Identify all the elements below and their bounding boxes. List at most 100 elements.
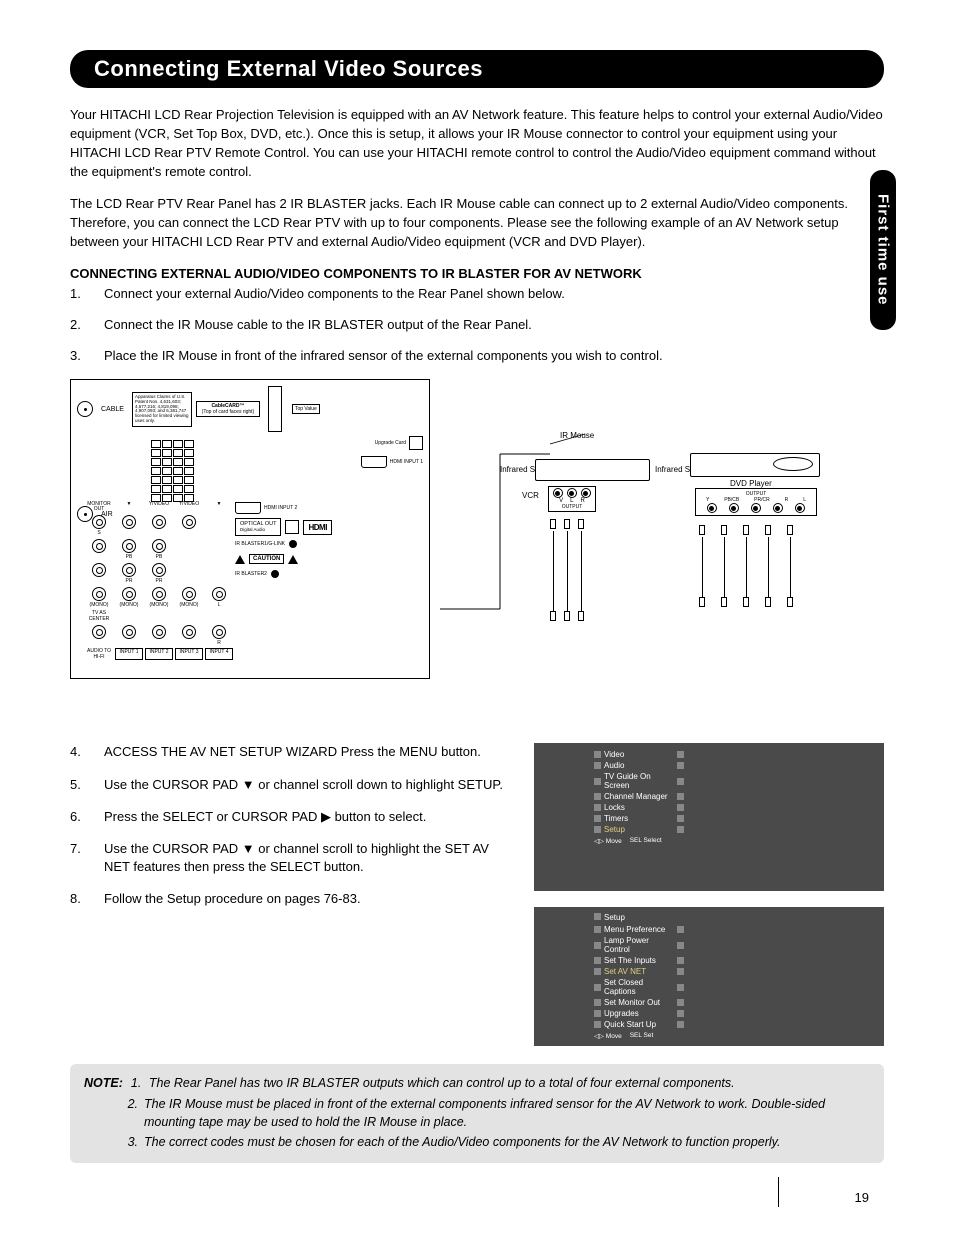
cable-connector	[77, 401, 93, 417]
cablecard-label: CableCARD™ (Top of card faces right)	[196, 401, 260, 417]
irblaster2-label: IR BLASTER2	[235, 571, 267, 577]
step-num: 2.	[70, 316, 104, 335]
irblaster1-jack	[289, 540, 297, 548]
step-num: 8.	[70, 890, 104, 908]
step-text: Follow the Setup procedure on pages 76-8…	[104, 890, 361, 908]
menu-item: Menu Preference	[604, 925, 675, 934]
warning-icon	[235, 555, 245, 564]
audio-hifi: AUDIO TO HI-FI	[85, 648, 113, 660]
top-value: Top Value	[292, 404, 320, 414]
dvd-device	[690, 453, 820, 477]
steps-bottom: 4.ACCESS THE AV NET SETUP WIZARD Press t…	[70, 743, 504, 922]
note-box: NOTE: 1. The Rear Panel has two IR BLAST…	[70, 1064, 884, 1163]
menu-item: Lamp Power Control	[604, 936, 675, 954]
hdmi2-label: HDMI INPUT 2	[264, 505, 297, 511]
note-text: The Rear Panel has two IR BLASTER output…	[149, 1074, 735, 1092]
side-tab: First time use	[870, 170, 896, 330]
menu-item: Audio	[604, 761, 675, 770]
upgrade-label: Upgrade Card	[375, 440, 406, 446]
step-6: 6.Press the SELECT or CURSOR PAD ▶ butto…	[70, 808, 504, 826]
col-head: Y/VIDEO	[175, 502, 203, 512]
step-text: ACCESS THE AV NET SETUP WIZARD Press the…	[104, 743, 481, 761]
menu-1: Video Audio TV Guide On Screen Channel M…	[534, 743, 884, 891]
paragraph-2: The LCD Rear PTV Rear Panel has 2 IR BLA…	[70, 195, 884, 252]
rear-panel: CABLE Apparatus Claims of U.S. Patent No…	[70, 379, 430, 679]
optical-port	[285, 520, 299, 534]
note-num: 1.	[131, 1074, 149, 1092]
menu-item: Locks	[604, 803, 675, 812]
hdmi-2-conn	[235, 502, 261, 514]
paragraph-1: Your HITACHI LCD Rear Projection Televis…	[70, 106, 884, 181]
cablecard-slot	[268, 386, 282, 432]
step-text: Connect the IR Mouse cable to the IR BLA…	[104, 316, 532, 335]
menu-screenshots: Video Audio TV Guide On Screen Channel M…	[534, 743, 884, 1046]
note-label: NOTE:	[84, 1074, 123, 1092]
note-num: 2.	[84, 1095, 144, 1131]
external-devices: IR Mouse Infrared Sensor VCR V L R OUTPU…	[440, 379, 884, 719]
hdmi-1-conn	[361, 456, 387, 468]
menu-item: Set The Inputs	[604, 956, 675, 965]
irblaster2-jack	[271, 570, 279, 578]
menu-item: Set Monitor Out	[604, 998, 675, 1007]
patent-text: Apparatus Claims of U.S. Patent Nos. 4,6…	[132, 392, 192, 428]
step-text: Connect your external Audio/Video compon…	[104, 285, 565, 304]
menu-item: Upgrades	[604, 1009, 675, 1018]
optical-label: OPTICAL OUT Digital Audio	[235, 518, 281, 536]
page-number: 19	[855, 1190, 869, 1205]
menu-item-hl: Set AV NET	[604, 967, 675, 976]
menu-item: Set Closed Captions	[604, 978, 675, 996]
step-1: 1.Connect your external Audio/Video comp…	[70, 285, 884, 304]
hdmi-logo: HDMI	[303, 520, 331, 535]
vent-grid	[151, 440, 194, 502]
step-num: 1.	[70, 285, 104, 304]
note-text: The IR Mouse must be placed in front of …	[144, 1095, 870, 1131]
steps-top: 1.Connect your external Audio/Video comp…	[70, 285, 884, 366]
input-2: INPUT 2	[145, 648, 173, 660]
dvd-out-l: L	[803, 497, 806, 503]
step-4: 4.ACCESS THE AV NET SETUP WIZARD Press t…	[70, 743, 504, 761]
tv-center: TV AS CENTER	[85, 610, 113, 622]
step-text: Place the IR Mouse in front of the infra…	[104, 347, 663, 366]
wires-svg	[440, 379, 884, 719]
menu-2-title: Setup	[604, 913, 625, 922]
warning-icon	[288, 555, 298, 564]
step-5: 5.Use the CURSOR PAD ▼ or channel scroll…	[70, 776, 504, 794]
menu-item: TV Guide On Screen	[604, 772, 675, 790]
step-3: 3.Place the IR Mouse in front of the inf…	[70, 347, 884, 366]
step-num: 7.	[70, 840, 104, 876]
menu-item-hl: Setup	[604, 825, 675, 834]
dvd-out-block: OUTPUT Y PB/CB PR/CR R L	[695, 488, 817, 516]
menu-2: Setup Menu Preference Lamp Power Control…	[534, 907, 884, 1046]
menu-foot-right: SEL Set	[630, 1032, 654, 1040]
step-text: Press the SELECT or CURSOR PAD ▶ button …	[104, 808, 426, 826]
step-text: Use the CURSOR PAD ▼ or channel scroll t…	[104, 840, 504, 876]
menu-item: Video	[604, 750, 675, 759]
vcr-label: VCR	[522, 491, 539, 500]
input-4: INPUT 4	[205, 648, 233, 660]
vcr-device	[535, 459, 650, 481]
step-num: 3.	[70, 347, 104, 366]
cablecard-sub: (Top of card faces right)	[202, 409, 255, 415]
dvd-label: DVD Player	[730, 479, 772, 488]
input-3: INPUT 3	[175, 648, 203, 660]
vcr-out-block: V L R OUTPUT	[548, 486, 596, 512]
step-num: 5.	[70, 776, 104, 794]
section-heading: CONNECTING EXTERNAL AUDIO/VIDEO COMPONEN…	[70, 266, 884, 281]
title-bar: Connecting External Video Sources	[70, 50, 884, 88]
footer-rule	[778, 1177, 779, 1207]
hdmi1-label: HDMI INPUT 1	[390, 459, 423, 465]
menu-item: Quick Start Up	[604, 1020, 675, 1029]
menu-item: Timers	[604, 814, 675, 823]
step-num: 4.	[70, 743, 104, 761]
caution-label: CAUTION	[249, 554, 284, 564]
side-tab-text: First time use	[875, 194, 892, 306]
irblaster1-label: IR BLASTER1/G-LINK	[235, 541, 285, 547]
step-7: 7.Use the CURSOR PAD ▼ or channel scroll…	[70, 840, 504, 876]
note-num: 3.	[84, 1133, 144, 1151]
col-head: Y/VIDEO	[145, 502, 173, 512]
menu-foot-left: ◁▷ Move	[594, 1032, 622, 1040]
menu-item: Channel Manager	[604, 792, 675, 801]
col-head: MONITOR OUT	[85, 502, 113, 512]
dvd-out-r: R	[785, 497, 789, 503]
step-2: 2.Connect the IR Mouse cable to the IR B…	[70, 316, 884, 335]
